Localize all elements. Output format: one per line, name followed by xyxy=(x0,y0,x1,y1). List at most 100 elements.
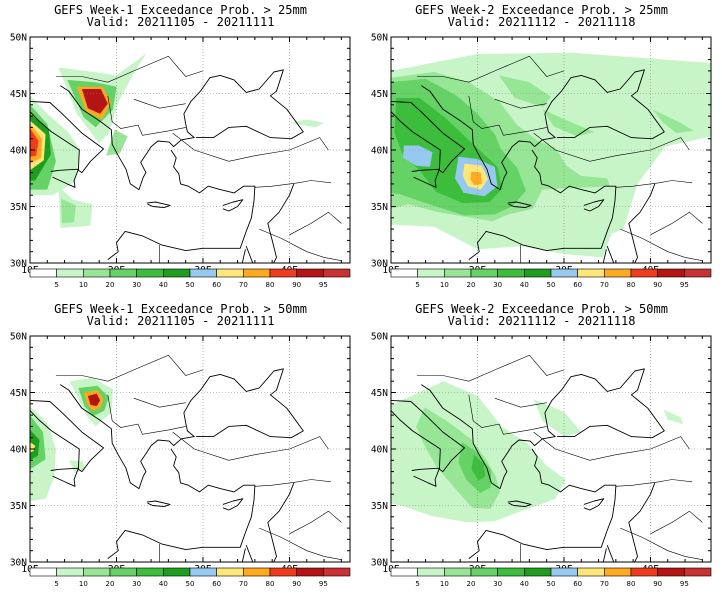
lat-label: 50N xyxy=(371,33,388,44)
lat-label: 35N xyxy=(10,202,27,213)
gridlines xyxy=(391,336,711,562)
coastline xyxy=(421,69,665,191)
coastline xyxy=(606,183,656,263)
map-panel-week2-25mm: GEFS Week-2 Exceedance Prob. > 25mm Vali… xyxy=(361,0,722,299)
gridlines xyxy=(391,37,711,263)
colorbar-label: 50 xyxy=(547,580,556,588)
colorbar-swatch xyxy=(109,567,137,577)
panel-valid-dates: Valid: 20211112 - 20211118 xyxy=(447,15,636,29)
colorbar-swatch xyxy=(604,567,632,577)
coastlines xyxy=(30,368,304,562)
country-border xyxy=(107,95,186,136)
lat-label: 45N xyxy=(10,388,27,399)
lat-label: 50N xyxy=(10,33,27,44)
lat-label: 30N xyxy=(10,259,27,270)
lat-label: 50N xyxy=(10,332,27,343)
colorbar-label: 60 xyxy=(573,580,582,588)
colorbar-label: 5 xyxy=(54,281,58,289)
colorbar-swatch xyxy=(296,268,324,278)
colorbar-swatch xyxy=(216,567,244,577)
colorbar-label: 80 xyxy=(266,281,275,289)
lat-label: 45N xyxy=(371,388,388,399)
coastline xyxy=(507,201,532,209)
colorbar-label: 80 xyxy=(266,580,275,588)
ticks xyxy=(390,335,711,563)
colorbar-swatch xyxy=(417,268,445,278)
colorbar-swatch xyxy=(470,567,498,577)
map-panel-week1-25mm: GEFS Week-1 Exceedance Prob. > 25mm Vali… xyxy=(0,0,361,299)
lat-label: 30N xyxy=(10,558,27,569)
panel-title: GEFS Week-1 Exceedance Prob. > 25mm xyxy=(54,3,307,17)
coastline xyxy=(60,69,304,191)
borders xyxy=(416,55,703,263)
colorbar-label: 90 xyxy=(292,580,301,588)
colorbar-swatch xyxy=(470,268,498,278)
lat-label: 45N xyxy=(371,89,388,100)
colorbar-label: 90 xyxy=(653,580,662,588)
colorbar-swatch xyxy=(630,268,658,278)
colorbar-label: 95 xyxy=(319,281,328,289)
map-panel-week2-50mm: GEFS Week-2 Exceedance Prob. > 50mm Vali… xyxy=(361,299,722,598)
colorbar-label: 80 xyxy=(627,580,636,588)
probability-map: 50N45N40N35N30N10E20E30E40E5102030405060… xyxy=(10,332,351,588)
country-border xyxy=(615,479,693,487)
prob-region-70 xyxy=(30,442,36,453)
coastline xyxy=(583,498,605,511)
prob-region-10 xyxy=(533,399,582,437)
prob-region-95 xyxy=(87,393,101,407)
lat-label: 35N xyxy=(10,501,27,512)
country-border xyxy=(55,55,204,83)
colorbar-swatch xyxy=(524,567,552,577)
colorbar-swatch xyxy=(524,268,552,278)
colorbar-swatch xyxy=(136,567,164,577)
colorbar-swatch xyxy=(444,268,472,278)
lat-label: 40N xyxy=(371,445,388,456)
colorbar: 5 10 20 30 40 50 60 70 80 90 95 xyxy=(29,268,351,289)
coastline xyxy=(60,368,304,490)
colorbar-label: 10 xyxy=(440,281,449,289)
colorbar-label: 5 xyxy=(415,281,419,289)
colorbar: 5 10 20 30 40 50 60 70 80 90 95 xyxy=(29,567,351,588)
colorbar-label: 20 xyxy=(106,580,115,588)
coastline xyxy=(411,467,440,487)
prob-region-20 xyxy=(542,109,595,137)
colorbar-label: 70 xyxy=(239,580,248,588)
borders xyxy=(55,55,342,263)
colorbar: 5 10 20 30 40 50 60 70 80 90 95 xyxy=(390,567,712,588)
colorbar-swatch xyxy=(163,268,191,278)
country-border xyxy=(289,211,342,236)
colorbar-swatch xyxy=(136,268,164,278)
probability-fields xyxy=(391,381,684,523)
colorbar-label: 95 xyxy=(680,580,689,588)
colorbar-label: 70 xyxy=(239,281,248,289)
colorbar-swatch xyxy=(684,567,712,577)
coastline xyxy=(245,482,295,562)
country-border xyxy=(620,228,703,261)
colorbar-label: 50 xyxy=(547,281,556,289)
colorbar-swatch xyxy=(657,268,685,278)
colorbar-label: 60 xyxy=(212,580,221,588)
country-border xyxy=(533,132,690,162)
colorbar-swatch xyxy=(550,567,578,577)
colorbar-label: 40 xyxy=(520,281,529,289)
colorbar-swatch xyxy=(216,268,244,278)
coastline xyxy=(50,467,79,487)
country-border xyxy=(416,55,565,83)
colorbar-swatch xyxy=(630,567,658,577)
country-border xyxy=(107,394,186,435)
coastline xyxy=(245,183,295,263)
colorbar-label: 60 xyxy=(212,281,221,289)
coastline xyxy=(222,199,244,212)
prob-region-40 xyxy=(471,454,486,481)
lat-label: 30N xyxy=(371,259,388,270)
colorbar-swatch xyxy=(577,567,605,577)
coastlines xyxy=(30,69,304,263)
country-border xyxy=(468,394,547,435)
colorbar-swatch xyxy=(269,268,297,278)
panel-title: GEFS Week-1 Exceedance Prob. > 50mm xyxy=(54,302,307,316)
colorbar-swatch xyxy=(497,268,525,278)
colorbar-swatch xyxy=(657,567,685,577)
colorbar-label: 40 xyxy=(159,281,168,289)
map-panel-week1-50mm: GEFS Week-1 Exceedance Prob. > 50mm Vali… xyxy=(0,299,361,598)
lat-label: 50N xyxy=(371,332,388,343)
